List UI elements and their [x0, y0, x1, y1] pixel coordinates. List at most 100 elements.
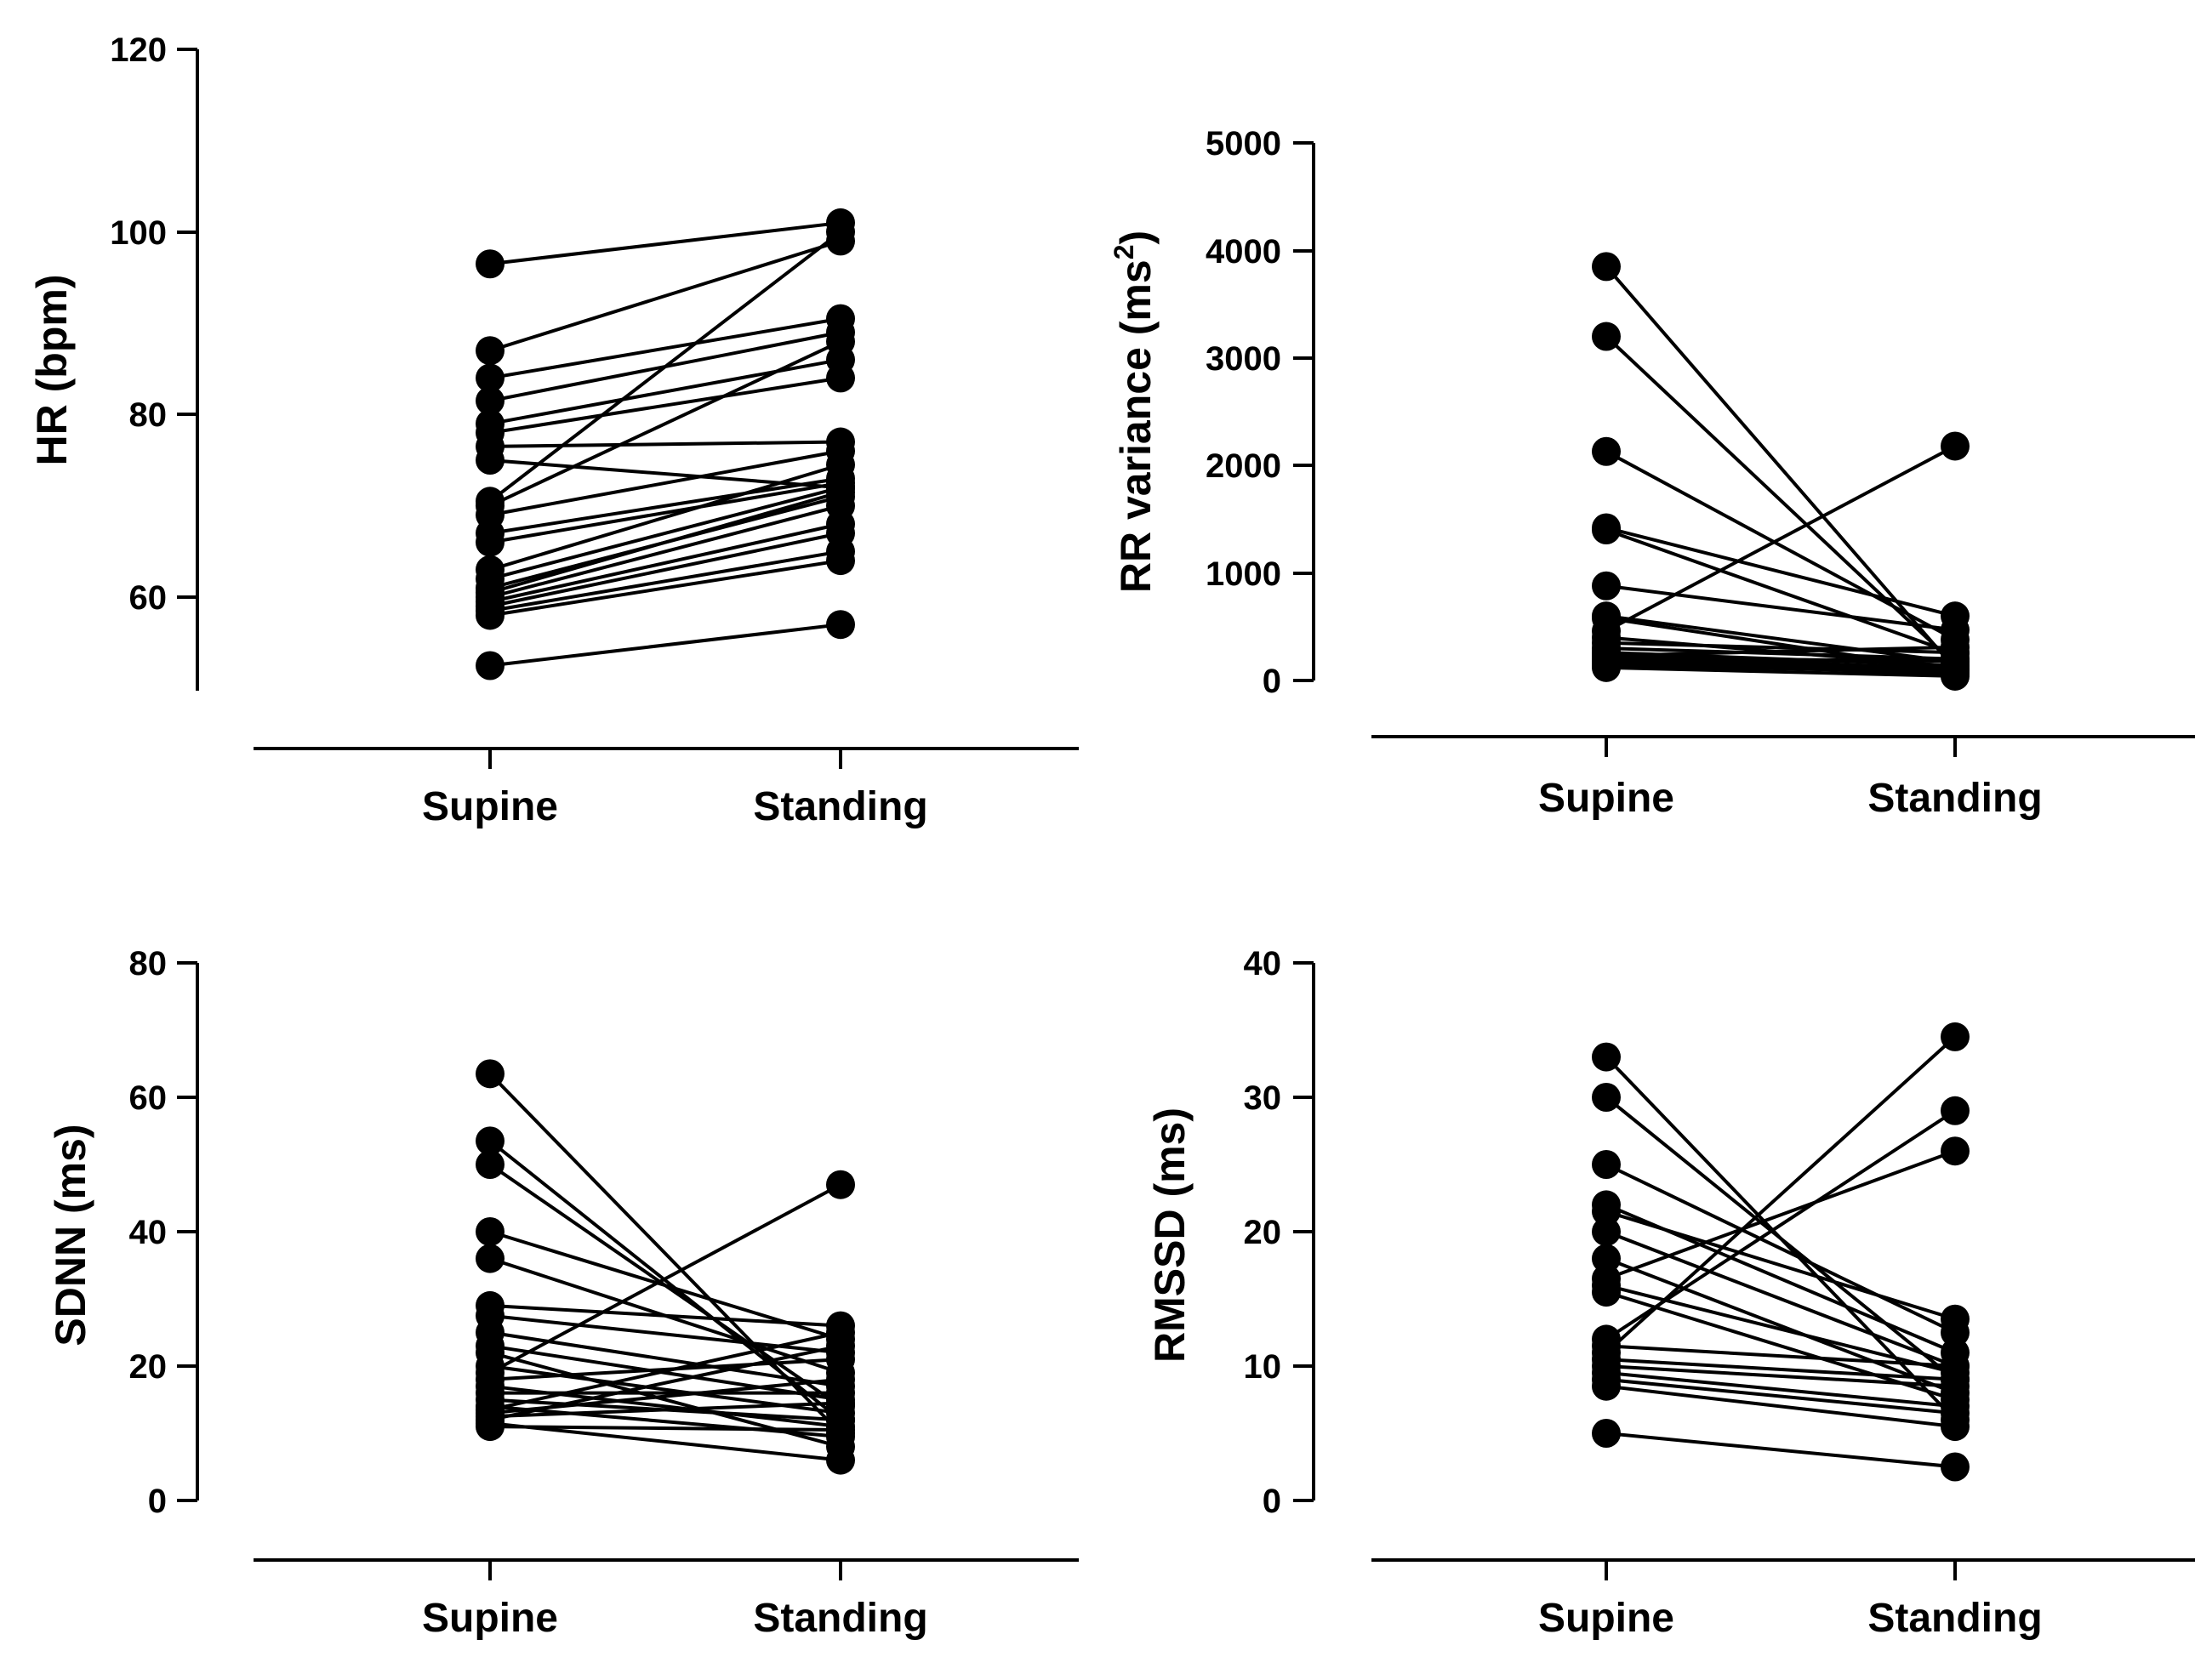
panel-rmssd: 40 30 20 10 0 RMSSD (ms) Supine Standing — [1146, 945, 2195, 1641]
sdnn-supine-point — [476, 1217, 505, 1246]
rrvar-subject-line — [1605, 657, 1956, 665]
rmssd-supine-point — [1592, 1371, 1621, 1401]
rrvar-subject-line — [1605, 528, 1956, 656]
rrvar-standing-point — [1941, 661, 1970, 691]
rmssd-subject-line — [1605, 1210, 1956, 1321]
rmssd-y-tick-label: 20 — [1244, 1214, 1282, 1251]
hr-subject-line — [489, 504, 841, 599]
hr-supine-point — [476, 386, 505, 416]
hr-standing-point — [826, 450, 855, 480]
rrvar-supine-point — [1592, 571, 1621, 601]
rmssd-subject-line — [1605, 1163, 1956, 1335]
sdnn-y-tick-label: 0 — [148, 1483, 167, 1520]
rmssd-supine-point — [1592, 1244, 1621, 1273]
rmssd-supine-point — [1592, 1278, 1621, 1307]
hr-y-axis: 120 100 80 60 — [110, 31, 199, 691]
rmssd-supine-point — [1592, 1042, 1621, 1072]
hr-x-axis: Supine Standing — [254, 747, 1079, 829]
rmssd-supine-point — [1592, 1419, 1621, 1448]
sdnn-standing-point — [826, 1415, 855, 1445]
hr-supine-point — [476, 249, 505, 279]
rrvar-supine-point — [1592, 252, 1621, 282]
rrvar-subject-line — [1605, 663, 1956, 674]
rmssd-supine-point — [1592, 1083, 1621, 1112]
rrvar-standing-point — [1941, 431, 1970, 461]
rmssd-subject-line — [1605, 1358, 1956, 1381]
rrvar-subject-line — [1605, 450, 1956, 641]
rmssd-standing-point — [1941, 1096, 1970, 1125]
rmssd-y-axis: 40 30 20 10 0 — [1244, 945, 1315, 1520]
hr-subject-line — [489, 623, 841, 668]
hr-standing-point — [826, 546, 855, 576]
rrvar-subject-line — [1605, 335, 1957, 666]
sdnn-standing-point — [826, 1364, 855, 1394]
rmssd-subject-line — [1605, 1344, 1956, 1368]
sdnn-y-axis-title: SDNN (ms) — [47, 1124, 94, 1346]
hr-subject-line — [488, 231, 842, 503]
sdnn-x-label-standing: Standing — [753, 1596, 927, 1641]
hr-supine-point — [476, 601, 505, 630]
rmssd-subject-line — [1605, 1256, 1956, 1395]
rrvar-plot-area — [1592, 252, 1970, 691]
sdnn-standing-point — [826, 1445, 855, 1475]
rrvar-x-label-standing: Standing — [1867, 776, 2042, 821]
rrvar-subject-line — [1605, 657, 1956, 669]
hr-subject-line — [489, 339, 841, 508]
rmssd-standing-point — [1941, 1136, 1970, 1166]
rmssd-supine-point — [1592, 1150, 1621, 1179]
rmssd-subject-line — [1605, 1149, 1956, 1281]
sdnn-supine-point — [476, 1126, 505, 1156]
rrvar-supine-point — [1592, 515, 1621, 545]
hr-subject-line — [489, 376, 841, 435]
rrvar-x-label-supine: Supine — [1538, 776, 1674, 821]
rmssd-subject-line — [1605, 1432, 1956, 1469]
rmssd-standing-point — [1941, 1371, 1970, 1401]
sdnn-subject-line — [489, 1401, 841, 1419]
sdnn-x-label-supine: Supine — [422, 1596, 558, 1641]
hr-subject-line — [489, 481, 841, 544]
rmssd-x-label-standing: Standing — [1867, 1596, 2042, 1641]
panel-hr: 120 100 80 60 HR (bpm) Supine Standing — [28, 31, 1079, 829]
panel-sdnn: 80 60 40 20 0 SDNN (ms) Supine Standing — [47, 945, 1079, 1641]
hr-x-label-supine: Supine — [422, 784, 558, 829]
sdnn-subject-line — [489, 1330, 841, 1412]
sdnn-y-tick-label: 20 — [129, 1348, 168, 1386]
hr-subject-line — [489, 490, 841, 595]
hr-y-tick-label: 60 — [129, 579, 168, 617]
rrvar-y-axis-title-tail: ) — [1112, 231, 1160, 245]
rrvar-subject-line — [1605, 665, 1956, 678]
rrvar-x-axis: Supine Standing — [1371, 735, 2195, 821]
rmssd-subject-line — [1605, 1377, 1956, 1415]
sdnn-subject-line — [489, 1404, 841, 1438]
rrvar-y-axis: 5000 4000 3000 2000 1000 0 — [1206, 125, 1315, 700]
rrvar-subject-line — [1605, 641, 1956, 655]
sdnn-supine-point — [476, 1150, 505, 1179]
hr-standing-point — [826, 610, 855, 640]
sdnn-y-tick-label: 40 — [129, 1214, 168, 1251]
hr-subject-line — [489, 559, 841, 618]
hr-subject-line — [489, 549, 841, 613]
rrvar-y-tick-label: 1000 — [1206, 555, 1281, 593]
rmssd-standing-point — [1941, 1304, 1970, 1334]
sdnn-subject-line — [489, 1303, 841, 1328]
rmssd-standing-point — [1941, 1022, 1970, 1051]
rmssd-y-tick-label: 0 — [1263, 1483, 1281, 1520]
rrvar-subject-line — [1605, 526, 1956, 618]
rmssd-subject-line — [1605, 1035, 1957, 1354]
hr-subject-line — [489, 449, 841, 517]
rrvar-supine-point — [1592, 436, 1621, 466]
rrvar-y-tick-label: 3000 — [1206, 340, 1281, 378]
hr-subject-line — [489, 440, 841, 448]
rrvar-subject-line — [1605, 646, 1956, 661]
sdnn-supine-point — [476, 1244, 505, 1273]
rrvar-y-tick-label: 5000 — [1206, 125, 1281, 162]
rmssd-subject-line — [1605, 1384, 1956, 1429]
sdnn-subject-line — [489, 1425, 841, 1432]
hr-subject-line — [489, 531, 841, 608]
sdnn-supine-point — [476, 1412, 505, 1442]
rrvar-y-axis-title: RR variance (ms2) — [1109, 231, 1160, 593]
rrvar-subject-line — [1605, 584, 1956, 632]
hr-subject-line — [489, 220, 841, 266]
rmssd-y-axis-title: RMSSD (ms) — [1146, 1107, 1194, 1363]
sdnn-supine-point — [476, 1059, 505, 1089]
